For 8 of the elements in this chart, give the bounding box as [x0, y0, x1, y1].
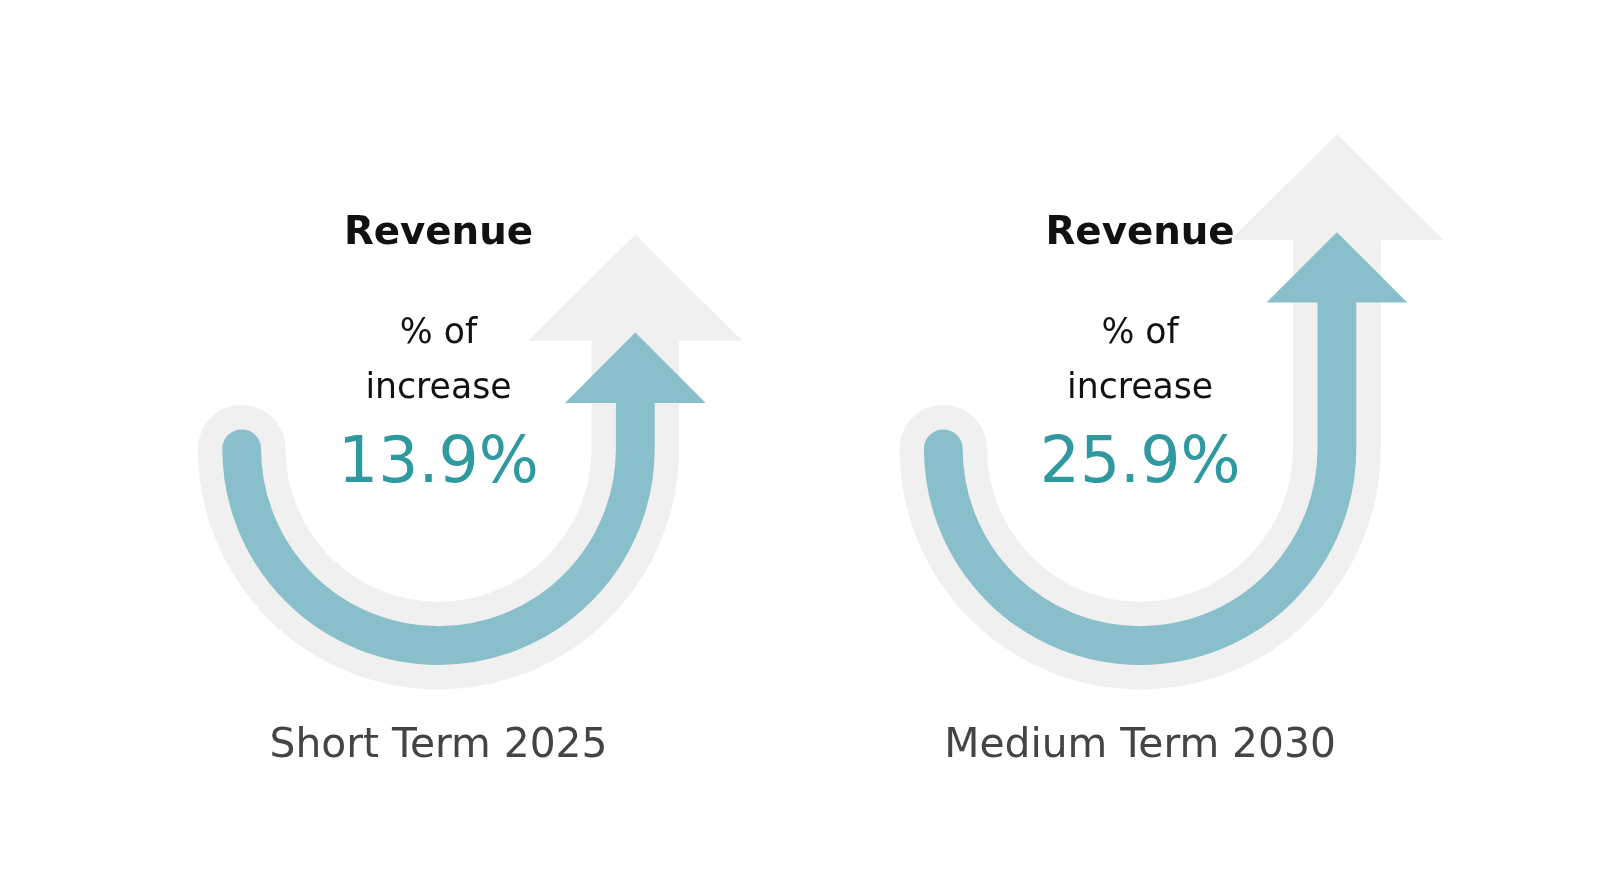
category-label: Medium Term 2030 — [944, 718, 1336, 767]
text: Revenue — [343, 207, 534, 253]
category-label: Short Term 2025 — [269, 718, 608, 767]
data-label: 13.9% — [338, 423, 539, 498]
text: Revenue — [1045, 207, 1235, 253]
text: % of increase — [1067, 310, 1214, 406]
data-label: 25.9% — [1039, 423, 1241, 498]
text: % of increase — [365, 310, 512, 406]
